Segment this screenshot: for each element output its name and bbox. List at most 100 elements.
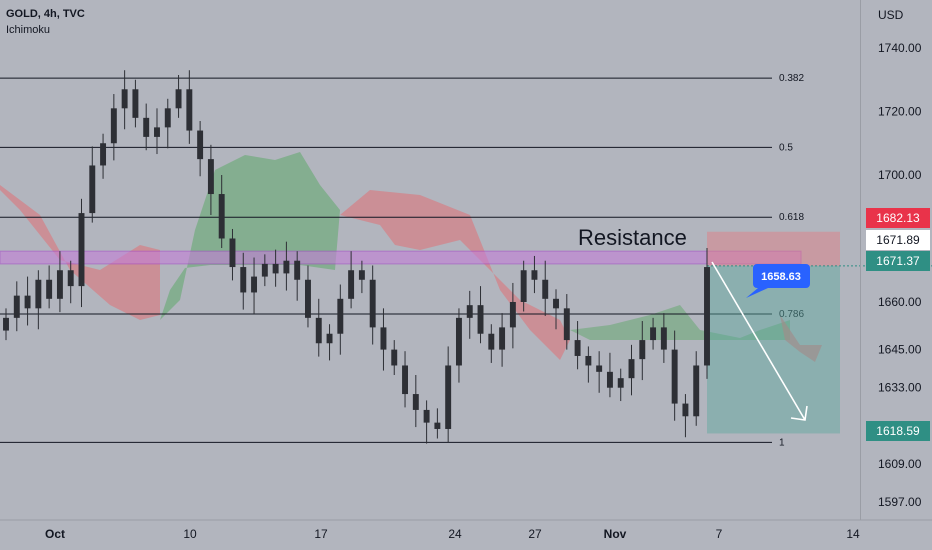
fib-level-label: 0.5	[779, 142, 793, 153]
candle-body	[358, 270, 365, 280]
candle-body	[520, 270, 527, 302]
candle-body	[574, 340, 581, 356]
y-tick-label: 1660.00	[878, 295, 922, 309]
projection-arrowhead	[790, 405, 808, 421]
candle-body	[369, 279, 376, 328]
axis-price-text: 1618.59	[876, 424, 920, 438]
candle-body	[240, 267, 247, 293]
x-tick-label: 27	[528, 527, 542, 541]
candle-body	[121, 89, 128, 109]
candle-body	[35, 279, 42, 309]
ichimoku-cloud-bearish	[340, 190, 570, 360]
candle-body	[89, 165, 96, 214]
candle-body	[585, 355, 592, 366]
candle-body	[218, 194, 225, 239]
candle-body	[434, 422, 441, 429]
candle-body	[24, 295, 31, 309]
candle-body	[100, 143, 107, 166]
candle-body	[477, 305, 484, 334]
candle-body	[164, 108, 171, 128]
x-tick-label: 7	[716, 527, 723, 541]
candle-body	[455, 317, 462, 366]
ichimoku-cloud-bearish	[0, 185, 160, 320]
candle-body	[391, 349, 398, 366]
candle-body	[13, 295, 20, 318]
axis-price-label	[866, 251, 930, 271]
candle-body	[553, 298, 559, 309]
candle-body	[412, 394, 419, 410]
axis-price-text: 1682.13	[876, 211, 920, 225]
candle-body	[56, 270, 63, 299]
candle-body	[175, 89, 182, 109]
candle-body	[186, 89, 193, 131]
candle-body	[46, 279, 53, 299]
candle-body	[499, 327, 506, 350]
candle-body	[326, 333, 333, 344]
y-tick-label: 1633.00	[878, 381, 922, 395]
candle-body	[197, 130, 204, 160]
candle-body	[671, 349, 678, 404]
axis-price-text: 1671.37	[876, 254, 920, 268]
candle-body	[67, 270, 74, 287]
ichimoku-cloud-bullish	[570, 305, 790, 340]
candle-body	[542, 279, 549, 299]
axis-price-label	[866, 208, 930, 228]
candle-body	[660, 327, 667, 350]
fib-level-label: 0.382	[779, 73, 804, 84]
symbol-title: GOLD, 4h, TVC	[6, 8, 85, 20]
candle-body	[207, 159, 214, 195]
candle-body	[628, 359, 635, 379]
candle-body	[509, 301, 516, 328]
candle-body	[305, 279, 311, 318]
candle-body	[402, 365, 408, 395]
candle-body	[348, 270, 355, 299]
candle-body	[261, 263, 268, 277]
fib-level-label: 0.618	[779, 212, 804, 223]
axis-price-label	[866, 230, 930, 250]
price-callout	[753, 264, 810, 288]
y-tick-label: 1645.00	[878, 343, 922, 357]
x-tick-label: Nov	[604, 527, 627, 541]
candle-body	[3, 317, 9, 331]
candle-body	[606, 371, 613, 388]
fib-level-label: 0.786	[779, 309, 804, 320]
x-tick-label: 10	[183, 527, 197, 541]
candle-body	[488, 333, 495, 350]
axis-price-text: 1671.89	[876, 233, 920, 247]
candle-body	[229, 238, 236, 268]
candle-body	[650, 327, 657, 341]
currency-label: USD	[878, 8, 904, 22]
take-profit-zone	[707, 265, 840, 434]
price-callout-tail	[746, 288, 768, 298]
y-tick-label: 1609.00	[878, 457, 922, 471]
candle-body	[380, 327, 387, 350]
fib-level-label: 1	[779, 437, 785, 448]
y-tick-label: 1597.00	[878, 495, 922, 509]
candle-body	[132, 89, 139, 118]
indicator-name: Ichimoku	[6, 24, 51, 36]
x-tick-label: Oct	[45, 527, 65, 541]
candle-body	[531, 270, 538, 280]
candle-body	[78, 213, 85, 287]
y-tick-label: 1700.00	[878, 168, 922, 182]
candle-body	[466, 305, 473, 318]
x-tick-label: 14	[846, 527, 860, 541]
candle-body	[693, 365, 700, 417]
candle-body	[563, 308, 570, 341]
x-tick-label: 17	[314, 527, 328, 541]
candle-body	[251, 276, 258, 293]
candle-body	[445, 365, 452, 429]
candle-body	[596, 365, 603, 372]
x-tick-label: 24	[448, 527, 462, 541]
y-tick-label: 1720.00	[878, 104, 922, 118]
candle-body	[423, 409, 430, 423]
price-callout-text: 1658.63	[761, 271, 801, 283]
axis-price-label	[866, 421, 930, 441]
candle-body	[154, 127, 160, 137]
candle-body	[617, 378, 624, 388]
candle-body	[110, 108, 117, 144]
candle-body	[272, 263, 279, 274]
candle-body	[682, 403, 689, 417]
